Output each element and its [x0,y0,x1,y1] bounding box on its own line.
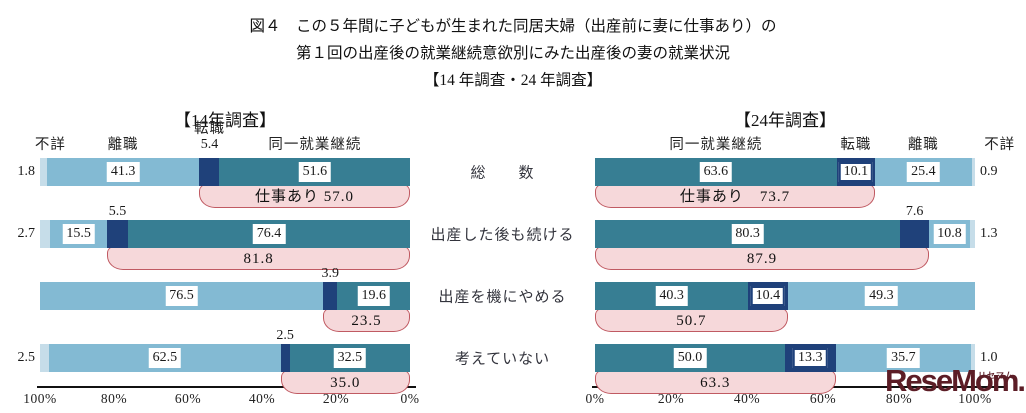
value-outside-unknown: 0.9 [980,164,998,179]
value-outside-unknown: 1.0 [980,350,998,365]
value-outside-unknown: 1.3 [980,226,998,241]
value-above-change: 5.4 [200,137,219,152]
value-box-quit: 25.4 [907,162,940,182]
has-job-bracket: 23.5 [323,307,410,332]
chart-title-survey-2014: 【14年調査】 [174,111,276,130]
has-job-bracket: 仕事あり 57.0 [199,183,410,208]
figure-title-line2: 第１回の出産後の就業継続意欲別にみた出産後の妻の就業状況 [295,45,730,62]
resemom-watermark: リセマム ReseMom. [884,363,1026,398]
has-job-bracket: 仕事あり 73.7 [595,183,876,208]
bar-row: 63.6 10.1 25.4 [595,158,975,186]
value-box-same: 32.5 [333,348,367,368]
segment-unknown [971,158,975,186]
chart-survey-2014: 不詳 離職 転職同一就業継続 41.3 51.6 1.8 5.4 仕事あり 57.0 15.5 7… [18,0,420,413]
value-box-change: 10.4 [750,286,786,306]
chart-survey-2024: 同一就業継続 転職 離職 不詳 63.6 10.1 25.4 0.9 仕事あり 73.7 80.3… [586,0,1015,413]
segment-unknown [40,158,47,186]
segment-change [323,282,338,310]
segment-unknown [970,220,975,248]
value-box-quit: 15.5 [62,224,95,244]
category-labels-column: 総 数出産した後も続ける 出産を機にやめる 考えていない [412,0,593,413]
axis-tick: 0% [400,391,420,406]
axis-tick: 60% [174,391,202,406]
legend-label-same: 同一就業継続 [669,137,763,153]
category-label: 考えていない [454,351,551,368]
value-box-same: 50.0 [673,348,707,368]
value-outside-unknown: 2.5 [17,350,36,365]
value-box-change: 10.1 [838,162,874,182]
value-box-same: 63.6 [699,162,733,182]
figure-title: 図４ この５年間に子どもが生まれた同居夫婦（出産前に妻に仕事あり）の 第１回の出… [0,13,1026,94]
segment-change [900,220,929,248]
segment-change [107,220,128,248]
value-box-same: 76.4 [252,224,286,244]
resemom-watermark-text: ReseMom. [884,363,1026,398]
value-outside-unknown: 2.7 [17,226,36,241]
figure-title-line1: 図４ この５年間に子どもが生まれた同居夫婦（出産前に妻に仕事あり）の [249,18,777,35]
segment-unknown [40,220,50,248]
bar-row: 50.0 13.3 35.7 [595,344,975,372]
value-box-change: 13.3 [793,348,828,368]
value-box-same: 80.3 [731,224,764,244]
has-job-bracket: 50.7 [595,307,788,332]
axis-tick: 20% [322,391,350,406]
value-box-quit: 49.3 [865,286,898,306]
axis-tick: 40% [248,391,276,406]
segment-change [280,344,290,372]
has-job-bracket: 87.9 [595,245,930,270]
axis-tick: 40% [733,391,761,406]
value-box-same: 19.6 [357,286,390,306]
x-axis [37,386,416,388]
value-box-quit: 41.3 [106,162,140,182]
bar-row: 80.3 10.8 [595,220,975,248]
value-box-same: 51.6 [298,162,332,182]
value-box-same: 40.3 [655,286,688,306]
axis-tick: 80% [885,391,913,406]
value-box-quit: 76.5 [165,286,198,306]
axis-tick: 100% [23,391,57,406]
axis-tick: 20% [657,391,685,406]
value-outside-unknown: 1.8 [17,164,36,179]
value-box-quit: 10.8 [933,224,966,244]
bar-row: 76.5 19.6 [40,282,410,310]
legend-label-unknown: 不詳 [984,137,1016,153]
segment-unknown [971,344,975,372]
axis-tick: 100% [958,391,992,406]
bar-row: 41.3 51.6 [40,158,411,186]
value-box-quit: 35.7 [887,348,920,368]
legend-label-change: 転職 [840,137,872,153]
chart-title-survey-2024: 【24年調査】 [734,111,836,130]
bar-row: 62.5 32.5 [40,344,410,372]
category-label: 出産した後も続ける [430,227,575,244]
axis-tick: 80% [100,391,128,406]
value-above-change: 7.6 [905,204,924,219]
legend-label-same: 同一就業継続 [268,137,362,153]
figure-title-line3: 【14 年調査・24 年調査】 [423,72,603,89]
resemom-watermark-ruby: リセマム [978,371,1014,380]
bar-row: 15.5 76.4 [40,220,411,248]
segment-unknown [40,344,50,372]
category-label: 出産を機にやめる [438,289,567,306]
bar-row: 40.3 10.4 49.3 [595,282,975,310]
value-box-quit: 62.5 [148,348,182,368]
legend-label-quit: 離職 [907,137,939,153]
value-above-change: 5.5 [108,204,127,219]
segment-change [199,158,220,186]
has-job-bracket: 35.0 [280,369,410,394]
axis-tick: 0% [585,391,605,406]
has-job-bracket: 63.3 [595,369,836,394]
legend-label-change: 転職 [193,121,225,137]
legend-label-unknown: 不詳 [34,137,66,153]
legend-label-quit: 離職 [107,137,139,153]
axis-tick: 60% [809,391,837,406]
category-label: 総 数 [470,165,535,182]
has-job-bracket: 81.8 [107,245,410,270]
value-above-change: 3.9 [321,266,340,281]
value-above-change: 2.5 [276,328,294,343]
